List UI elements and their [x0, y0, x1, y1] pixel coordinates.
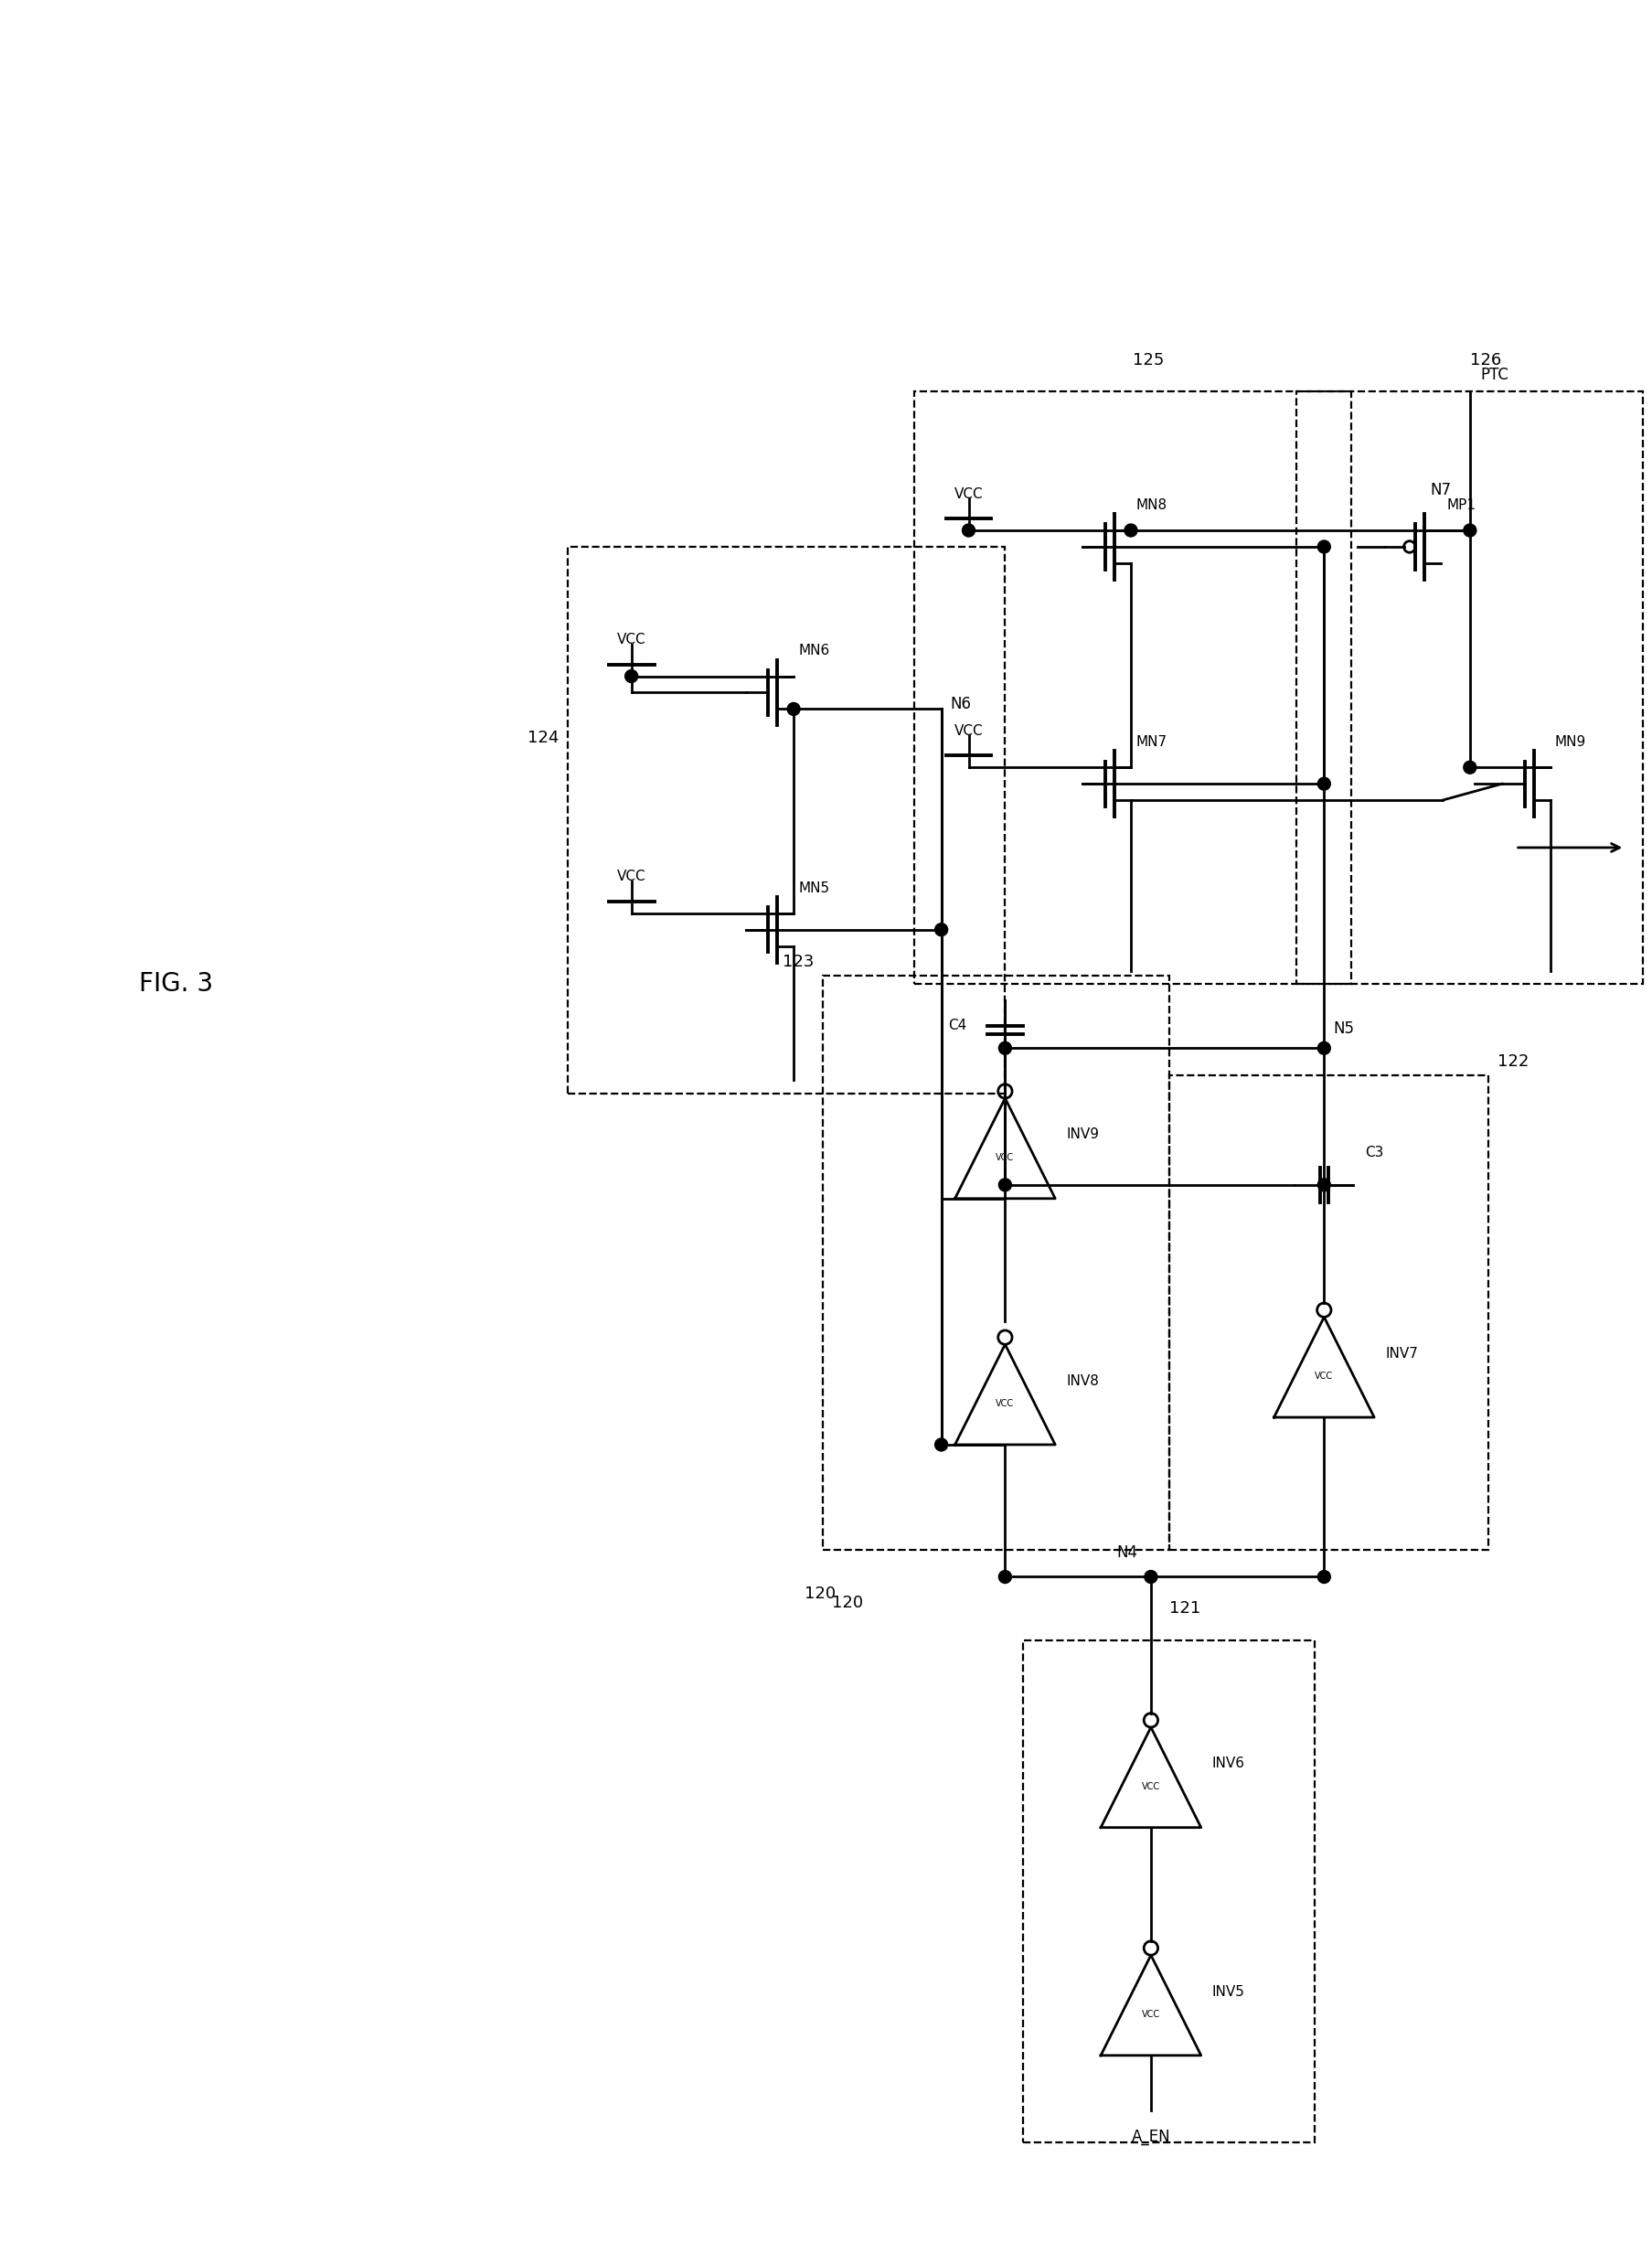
Text: VCC: VCC — [616, 634, 646, 648]
Text: MN8: MN8 — [1137, 498, 1166, 512]
Text: 124: 124 — [527, 729, 558, 747]
Circle shape — [935, 924, 948, 935]
Circle shape — [624, 670, 638, 684]
Circle shape — [788, 702, 800, 715]
Circle shape — [1464, 523, 1477, 537]
Bar — [1170, 1075, 1488, 1549]
Bar — [568, 548, 1004, 1094]
Text: MN5: MN5 — [798, 881, 829, 894]
Text: MN9: MN9 — [1555, 736, 1586, 749]
Text: A_EN: A_EN — [1132, 2128, 1170, 2144]
Text: INV6: INV6 — [1213, 1757, 1246, 1770]
Text: 126: 126 — [1470, 351, 1502, 369]
Bar — [823, 976, 1170, 1549]
Text: VCC: VCC — [955, 487, 983, 500]
Bar — [914, 392, 1351, 985]
Text: 120: 120 — [833, 1596, 862, 1612]
Circle shape — [1318, 1180, 1330, 1191]
Text: VCC: VCC — [1142, 2010, 1160, 2019]
Text: MP1: MP1 — [1447, 498, 1475, 512]
Text: 121: 121 — [1170, 1601, 1201, 1616]
Circle shape — [999, 1041, 1011, 1055]
Text: N6: N6 — [950, 697, 971, 713]
Text: VCC: VCC — [616, 869, 646, 883]
Text: MN7: MN7 — [1137, 736, 1166, 749]
Circle shape — [935, 1438, 948, 1451]
Text: INV9: INV9 — [1066, 1127, 1099, 1141]
Circle shape — [999, 1180, 1011, 1191]
Text: C4: C4 — [948, 1019, 966, 1032]
Circle shape — [1318, 777, 1330, 790]
Text: N5: N5 — [1333, 1021, 1355, 1037]
Text: VCC: VCC — [1142, 1782, 1160, 1791]
Text: VCC: VCC — [996, 1152, 1014, 1161]
Text: INV7: INV7 — [1384, 1347, 1417, 1361]
Circle shape — [1145, 1571, 1158, 1583]
Bar — [1297, 392, 1644, 985]
Text: N7: N7 — [1431, 482, 1450, 498]
Text: MN6: MN6 — [798, 643, 829, 659]
Text: FIG. 3: FIG. 3 — [139, 971, 213, 996]
Text: INV5: INV5 — [1213, 1986, 1244, 1999]
Bar — [1023, 1641, 1315, 2142]
Circle shape — [1318, 1041, 1330, 1055]
Text: VCC: VCC — [996, 1399, 1014, 1408]
Circle shape — [961, 523, 975, 537]
Text: 120: 120 — [805, 1587, 836, 1603]
Text: N4: N4 — [1117, 1544, 1137, 1560]
Text: C3: C3 — [1365, 1146, 1384, 1159]
Text: 122: 122 — [1497, 1053, 1528, 1071]
Text: PTC: PTC — [1480, 367, 1508, 383]
Text: VCC: VCC — [955, 724, 983, 738]
Circle shape — [999, 1571, 1011, 1583]
Circle shape — [1318, 1571, 1330, 1583]
Circle shape — [1125, 523, 1137, 537]
Text: VCC: VCC — [1315, 1372, 1333, 1381]
Text: 125: 125 — [1133, 351, 1165, 369]
Circle shape — [1318, 541, 1330, 552]
Text: INV8: INV8 — [1066, 1374, 1099, 1388]
Text: 123: 123 — [783, 953, 814, 969]
Circle shape — [1464, 761, 1477, 774]
